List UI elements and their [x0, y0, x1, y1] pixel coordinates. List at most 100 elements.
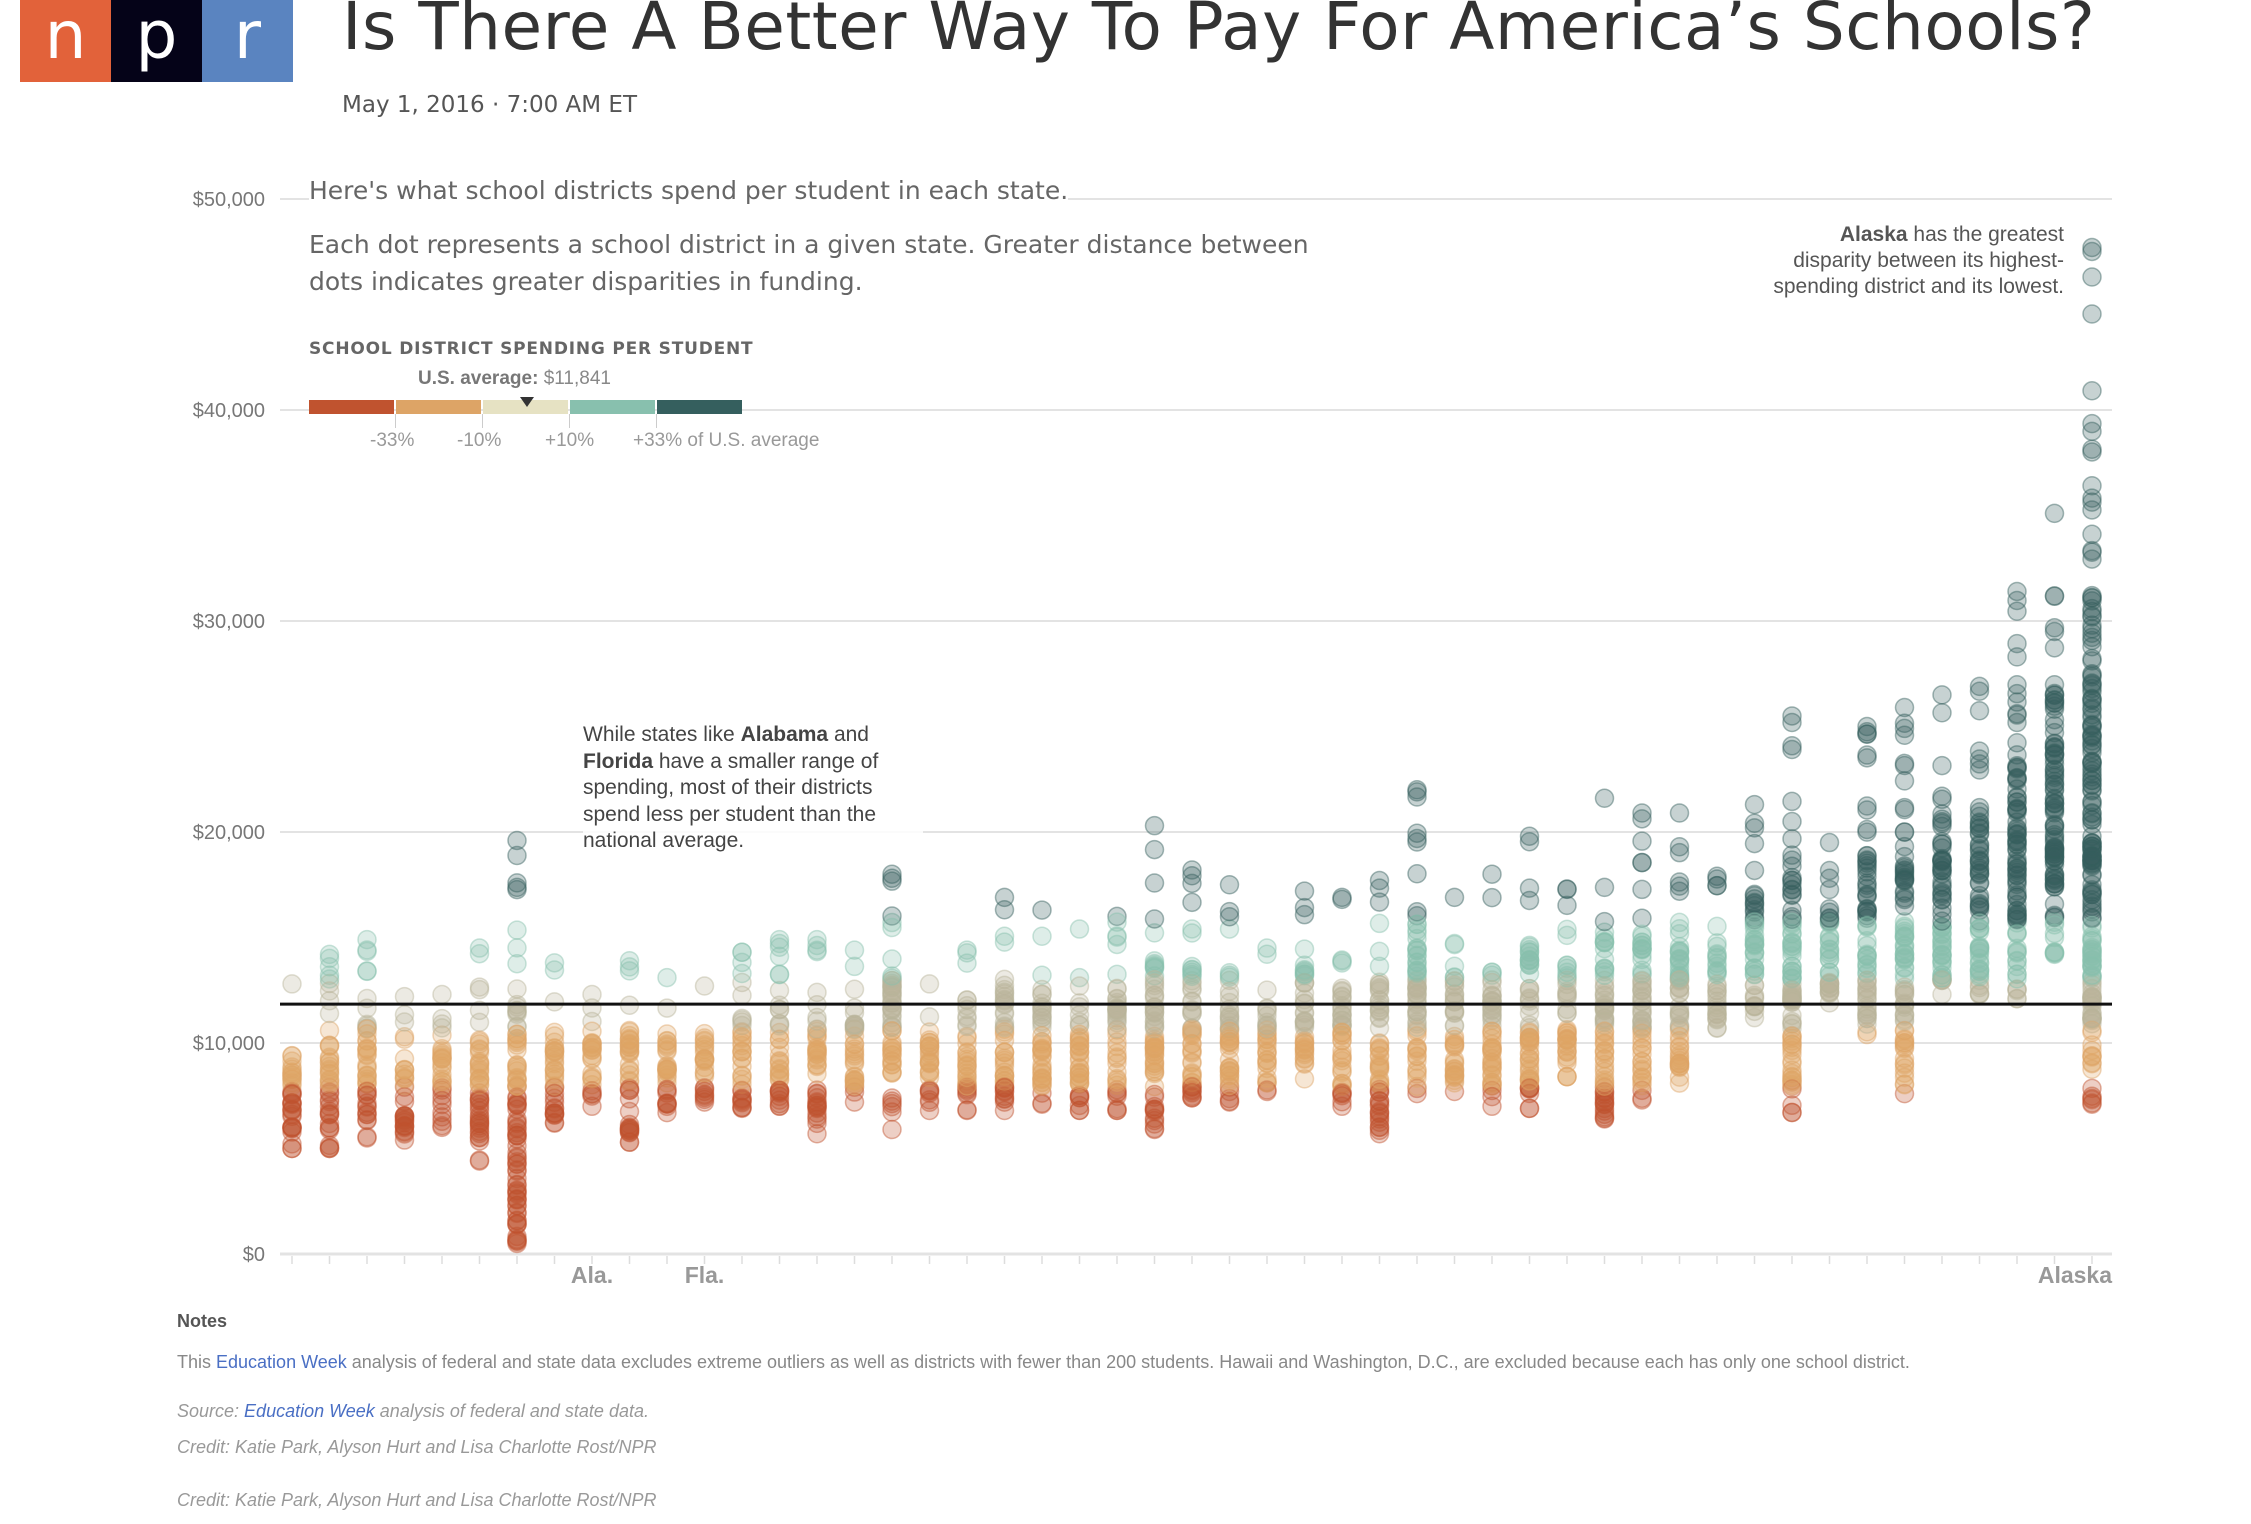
district-dot	[1594, 1081, 1615, 1102]
district-dot	[1032, 997, 1052, 1017]
district-dot	[1444, 1034, 1465, 1055]
district-dot	[1144, 1037, 1165, 1058]
y-tick-label: $0	[243, 1244, 265, 1266]
district-dot	[357, 1039, 377, 1060]
district-dot	[1182, 1019, 1202, 1040]
district-dot	[1594, 965, 1615, 986]
district-dot	[1182, 1052, 1202, 1072]
npr-logo[interactable]: n p r	[20, 0, 293, 82]
district-dot	[319, 1120, 340, 1140]
district-dot	[1894, 1074, 1915, 1094]
district-dot	[1669, 948, 1690, 969]
district-dot	[807, 1098, 827, 1119]
district-dot	[1407, 1001, 1427, 1022]
district-dot	[432, 1085, 452, 1106]
education-week-link[interactable]: Education Week	[216, 1352, 347, 1372]
district-dot	[732, 1012, 752, 1032]
district-dot	[694, 1085, 715, 1106]
district-dot	[394, 1107, 415, 1127]
district-dot	[1782, 811, 1802, 832]
district-dot	[1294, 1053, 1315, 1073]
district-dot	[1144, 979, 1165, 1000]
district-dot	[507, 1229, 527, 1249]
district-dot	[544, 1069, 565, 1090]
district-dot	[1144, 1114, 1165, 1134]
district-dot	[319, 1074, 340, 1094]
district-dot	[1594, 1084, 1615, 1105]
district-dot	[1519, 978, 1540, 999]
district-dot	[507, 1123, 527, 1143]
district-dot	[1069, 1042, 1090, 1063]
district-dot	[357, 1014, 377, 1035]
district-dot	[844, 1074, 865, 1094]
district-dot	[1369, 1091, 1390, 1111]
district-dot	[544, 1076, 565, 1096]
district-dot	[2082, 742, 2102, 763]
district-dot	[507, 1233, 527, 1254]
district-dot	[1669, 1056, 1690, 1076]
district-dot	[1669, 943, 1690, 964]
district-dot	[1369, 1060, 1390, 1080]
district-dot	[957, 1073, 977, 1094]
district-dot	[1032, 1069, 1052, 1090]
district-dot	[1519, 1036, 1540, 1056]
district-dot	[432, 1041, 452, 1061]
district-dot	[1744, 833, 1765, 854]
district-dot	[957, 1027, 977, 1048]
district-dot	[1032, 1040, 1052, 1061]
district-dot	[1744, 961, 1765, 981]
district-dot	[1519, 831, 1540, 852]
district-dot	[1144, 1019, 1165, 1039]
district-dot	[1219, 1012, 1240, 1032]
district-dot	[1594, 1061, 1615, 1082]
district-dot	[1894, 921, 1915, 942]
district-dot	[2007, 590, 2027, 611]
district-dot	[1894, 1030, 1915, 1050]
district-dot	[1407, 940, 1427, 961]
district-dot	[844, 1066, 865, 1087]
district-dot	[1894, 713, 1915, 734]
district-dot	[1669, 803, 1690, 823]
district-dot	[882, 982, 902, 1003]
district-dot	[1894, 862, 1915, 883]
district-dot	[882, 1040, 902, 1061]
district-dot	[1219, 1033, 1240, 1053]
district-dot	[769, 1016, 790, 1036]
district-dot	[1369, 1057, 1390, 1077]
district-dot	[432, 1043, 452, 1064]
district-dot	[544, 1098, 565, 1118]
district-dot	[1894, 797, 1915, 818]
district-dot	[544, 1103, 565, 1124]
district-dot	[507, 1032, 527, 1053]
district-dot	[1669, 1015, 1690, 1036]
district-dot	[732, 1048, 752, 1068]
district-dot	[2007, 860, 2027, 881]
district-dot	[1407, 938, 1427, 959]
district-dot	[1932, 685, 1952, 705]
district-dot	[957, 1080, 977, 1101]
district-dot	[1782, 884, 1802, 905]
district-dot	[1594, 1012, 1615, 1033]
district-dot	[1332, 1057, 1352, 1077]
district-dot	[1332, 1025, 1352, 1045]
district-dot	[1669, 1048, 1690, 1068]
district-dot	[807, 1039, 827, 1059]
district-dot	[1257, 1016, 1277, 1037]
district-dot	[1632, 932, 1652, 953]
district-dot	[1819, 945, 1840, 965]
source-education-week-link[interactable]: Education Week	[244, 1401, 375, 1421]
district-dot	[1257, 1073, 1277, 1093]
district-dot	[319, 1103, 340, 1124]
district-dot	[1519, 942, 1540, 962]
district-dot	[1782, 880, 1802, 900]
district-dot	[507, 1180, 527, 1200]
district-dot	[1819, 832, 1840, 853]
district-dot	[2082, 304, 2102, 324]
district-dot	[957, 1056, 977, 1076]
district-dot	[1707, 948, 1727, 969]
district-dot	[544, 1103, 565, 1124]
district-dot	[1182, 1088, 1202, 1108]
district-dot	[1032, 1041, 1052, 1062]
district-dot	[1069, 1095, 1090, 1116]
district-dot	[994, 1019, 1015, 1039]
